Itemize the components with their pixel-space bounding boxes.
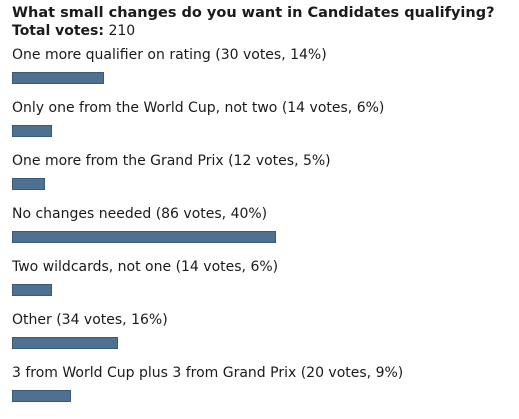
poll-bar bbox=[12, 231, 276, 243]
poll-option: One more qualifier on rating (30 votes, … bbox=[12, 46, 512, 99]
poll-bar bbox=[12, 125, 52, 137]
poll-bar bbox=[12, 178, 45, 190]
poll-option: Only one from the World Cup, not two (14… bbox=[12, 99, 512, 152]
poll-option-label: Other (34 votes, 16%) bbox=[12, 312, 168, 328]
poll-question: What small changes do you want in Candid… bbox=[12, 5, 495, 21]
poll-option: Other (34 votes, 16%) bbox=[12, 311, 512, 364]
poll-option-label: Only one from the World Cup, not two (14… bbox=[12, 100, 385, 116]
poll-bar bbox=[12, 337, 118, 349]
poll-option: No changes needed (86 votes, 40%) bbox=[12, 205, 512, 258]
poll-bar bbox=[12, 72, 104, 84]
poll-option: One more from the Grand Prix (12 votes, … bbox=[12, 152, 512, 205]
poll-bar bbox=[12, 284, 52, 296]
poll-option-label: Two wildcards, not one (14 votes, 6%) bbox=[12, 259, 279, 275]
poll-option: Two wildcards, not one (14 votes, 6%) bbox=[12, 258, 512, 311]
poll-total: Total votes: 210 bbox=[12, 22, 512, 40]
poll-bar bbox=[12, 390, 71, 402]
poll-option-label: 3 from World Cup plus 3 from Grand Prix … bbox=[12, 365, 404, 381]
poll-option-label: One more qualifier on rating (30 votes, … bbox=[12, 47, 327, 63]
poll: What small changes do you want in Candid… bbox=[12, 4, 512, 417]
poll-options: One more qualifier on rating (30 votes, … bbox=[12, 46, 512, 417]
total-votes-label: Total votes: bbox=[12, 23, 104, 39]
total-votes-value: 210 bbox=[108, 23, 136, 39]
poll-option-label: One more from the Grand Prix (12 votes, … bbox=[12, 153, 331, 169]
poll-option-label: No changes needed (86 votes, 40%) bbox=[12, 206, 268, 222]
poll-option: 3 from World Cup plus 3 from Grand Prix … bbox=[12, 364, 512, 417]
